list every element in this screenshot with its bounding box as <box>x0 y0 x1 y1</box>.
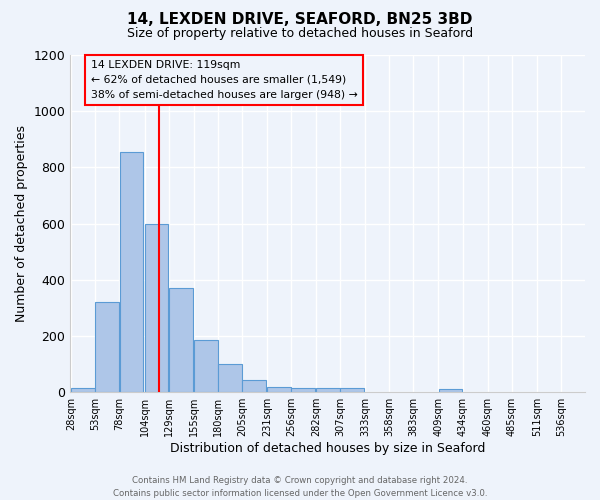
Bar <box>194 340 218 392</box>
Bar <box>267 386 291 392</box>
Text: Contains HM Land Registry data © Crown copyright and database right 2024.
Contai: Contains HM Land Registry data © Crown c… <box>113 476 487 498</box>
Text: 14 LEXDEN DRIVE: 119sqm
← 62% of detached houses are smaller (1,549)
38% of semi: 14 LEXDEN DRIVE: 119sqm ← 62% of detache… <box>91 60 358 100</box>
Y-axis label: Number of detached properties: Number of detached properties <box>15 125 28 322</box>
Bar <box>316 388 340 392</box>
Bar <box>169 288 193 392</box>
Text: Size of property relative to detached houses in Seaford: Size of property relative to detached ho… <box>127 28 473 40</box>
Bar <box>119 152 143 392</box>
Bar <box>291 388 315 392</box>
Bar <box>242 380 266 392</box>
Bar <box>95 302 119 392</box>
Bar <box>218 364 242 392</box>
Bar <box>145 224 169 392</box>
Bar <box>439 390 463 392</box>
X-axis label: Distribution of detached houses by size in Seaford: Distribution of detached houses by size … <box>170 442 485 455</box>
Bar <box>340 388 364 392</box>
Bar <box>71 388 95 392</box>
Text: 14, LEXDEN DRIVE, SEAFORD, BN25 3BD: 14, LEXDEN DRIVE, SEAFORD, BN25 3BD <box>127 12 473 28</box>
